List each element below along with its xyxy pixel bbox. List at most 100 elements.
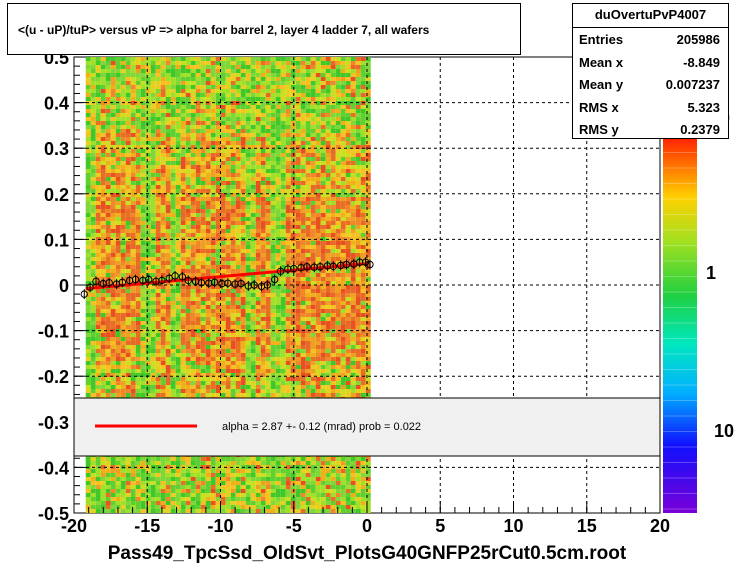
heatmap-cell bbox=[275, 137, 281, 141]
heatmap-cell bbox=[195, 57, 201, 61]
heatmap-cell bbox=[130, 345, 136, 349]
heatmap-cell bbox=[280, 149, 286, 153]
heatmap-cell bbox=[235, 141, 241, 145]
heatmap-cell bbox=[290, 73, 296, 77]
heatmap-cell bbox=[285, 101, 291, 105]
heatmap-cell bbox=[205, 349, 211, 353]
heatmap-cell bbox=[120, 317, 126, 321]
heatmap-cell bbox=[185, 373, 191, 377]
heatmap-cell bbox=[85, 181, 91, 185]
heatmap-cell bbox=[275, 365, 281, 369]
heatmap-cell bbox=[255, 465, 261, 469]
heatmap-cell bbox=[195, 121, 201, 125]
heatmap-cell bbox=[230, 377, 236, 381]
heatmap-cell bbox=[290, 65, 296, 69]
heatmap-cell bbox=[115, 73, 121, 77]
heatmap-cell bbox=[100, 101, 106, 105]
heatmap-cell bbox=[85, 321, 91, 325]
heatmap-cell bbox=[295, 93, 301, 97]
heatmap-cell bbox=[190, 305, 196, 309]
heatmap-cell bbox=[225, 349, 231, 353]
heatmap-cell bbox=[170, 393, 176, 397]
heatmap-cell bbox=[270, 389, 276, 393]
heatmap-cell bbox=[85, 461, 91, 465]
heatmap-cell bbox=[285, 349, 291, 353]
heatmap-cell bbox=[115, 345, 121, 349]
heatmap-cell bbox=[110, 489, 116, 493]
heatmap-cell bbox=[130, 469, 136, 473]
heatmap-cell bbox=[140, 61, 146, 65]
heatmap-cell bbox=[165, 345, 171, 349]
heatmap-cell bbox=[250, 501, 256, 505]
heatmap-cell bbox=[280, 193, 286, 197]
heatmap-cell bbox=[220, 333, 226, 337]
heatmap-cell bbox=[175, 293, 181, 297]
heatmap-cell bbox=[95, 69, 101, 73]
heatmap-cell bbox=[215, 321, 221, 325]
heatmap-cell bbox=[155, 345, 161, 349]
heatmap-cell bbox=[105, 101, 111, 105]
heatmap-cell bbox=[285, 389, 291, 393]
heatmap-cell bbox=[120, 265, 126, 269]
heatmap-cell bbox=[190, 61, 196, 65]
heatmap-cell bbox=[275, 501, 281, 505]
heatmap-cell bbox=[115, 61, 121, 65]
heatmap-cell bbox=[100, 465, 106, 469]
heatmap-cell bbox=[255, 61, 261, 65]
heatmap-cell bbox=[225, 241, 231, 245]
heatmap-cell bbox=[255, 161, 261, 165]
heatmap-cell bbox=[290, 121, 296, 125]
heatmap-cell bbox=[135, 497, 141, 501]
heatmap-cell bbox=[285, 185, 291, 189]
heatmap-cell bbox=[185, 349, 191, 353]
heatmap-cell bbox=[190, 65, 196, 69]
heatmap-cell bbox=[265, 389, 271, 393]
heatmap-cell bbox=[165, 469, 171, 473]
heatmap-cell bbox=[120, 485, 126, 489]
heatmap-cell bbox=[295, 197, 301, 201]
heatmap-cell bbox=[265, 157, 271, 161]
heatmap-cell bbox=[165, 249, 171, 253]
heatmap-cell bbox=[300, 129, 306, 133]
heatmap-cell bbox=[230, 465, 236, 469]
heatmap-cell bbox=[250, 377, 256, 381]
heatmap-cell bbox=[290, 241, 296, 245]
heatmap-cell bbox=[210, 73, 216, 77]
heatmap-cell bbox=[210, 89, 216, 93]
heatmap-cell bbox=[135, 477, 141, 481]
heatmap-cell bbox=[105, 121, 111, 125]
heatmap-cell bbox=[85, 477, 91, 481]
heatmap-cell bbox=[140, 357, 146, 361]
heatmap-cell bbox=[95, 341, 101, 345]
heatmap-cell bbox=[300, 309, 306, 313]
heatmap-cell bbox=[260, 241, 266, 245]
heatmap-cell bbox=[120, 181, 126, 185]
heatmap-cell bbox=[295, 261, 301, 265]
heatmap-cell bbox=[210, 145, 216, 149]
heatmap-cell bbox=[120, 253, 126, 257]
heatmap-cell bbox=[280, 365, 286, 369]
heatmap-cell bbox=[125, 213, 131, 217]
heatmap-cell bbox=[85, 81, 91, 85]
heatmap-cell bbox=[235, 209, 241, 213]
heatmap-cell bbox=[220, 337, 226, 341]
heatmap-cell bbox=[265, 57, 271, 61]
heatmap-cell bbox=[140, 329, 146, 333]
heatmap-cell bbox=[170, 181, 176, 185]
heatmap-cell bbox=[265, 381, 271, 385]
heatmap-cell bbox=[165, 233, 171, 237]
heatmap-cell bbox=[220, 169, 226, 173]
heatmap-cell bbox=[140, 489, 146, 493]
heatmap-cell bbox=[110, 161, 116, 165]
heatmap-cell bbox=[190, 385, 196, 389]
heatmap-cell bbox=[285, 509, 291, 513]
heatmap-cell bbox=[180, 385, 186, 389]
heatmap-cell bbox=[290, 181, 296, 185]
heatmap-cell bbox=[180, 57, 186, 61]
heatmap-cell bbox=[155, 89, 161, 93]
heatmap-cell bbox=[195, 125, 201, 129]
heatmap-cell bbox=[300, 109, 306, 113]
heatmap-cell bbox=[215, 501, 221, 505]
heatmap-cell bbox=[95, 269, 101, 273]
heatmap-cell bbox=[135, 233, 141, 237]
